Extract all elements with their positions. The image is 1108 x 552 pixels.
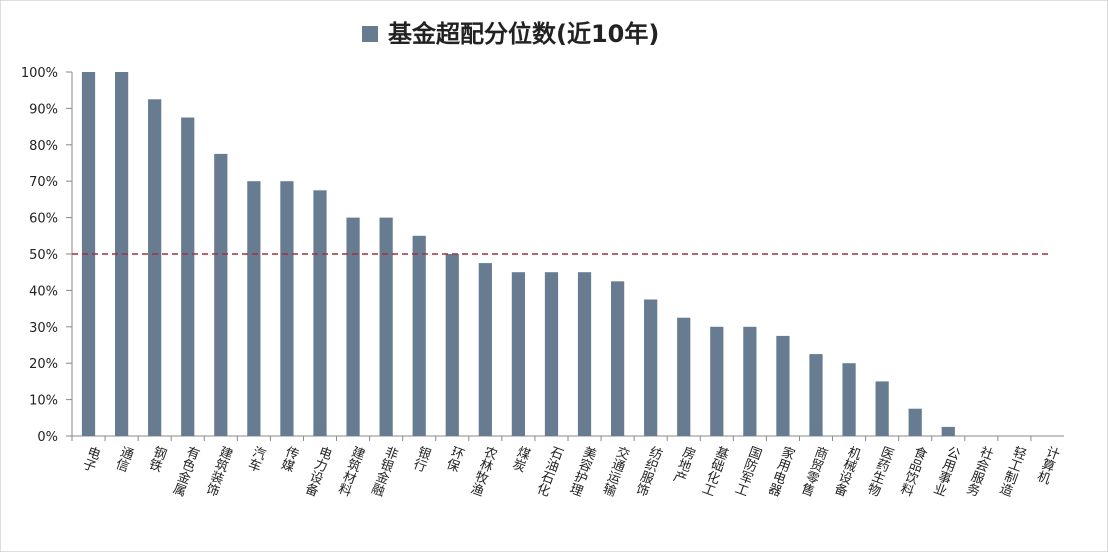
legend-label: 基金超配分位数(近10年) bbox=[388, 20, 659, 48]
y-tick-label: 20% bbox=[29, 357, 58, 372]
bar bbox=[445, 254, 459, 436]
bar bbox=[941, 426, 955, 436]
y-tick-label: 70% bbox=[29, 175, 58, 190]
bar bbox=[114, 72, 129, 436]
bar bbox=[280, 181, 294, 436]
bar bbox=[511, 272, 526, 436]
bar bbox=[677, 317, 691, 436]
y-tick-label: 10% bbox=[29, 394, 58, 409]
bar bbox=[908, 408, 922, 436]
y-tick-label: 50% bbox=[29, 248, 58, 263]
bar bbox=[214, 153, 228, 436]
bar bbox=[181, 117, 195, 436]
bar bbox=[346, 217, 360, 436]
bar bbox=[412, 235, 426, 436]
legend-swatch bbox=[362, 26, 378, 42]
bar bbox=[81, 72, 96, 436]
bar bbox=[809, 354, 823, 436]
bar bbox=[544, 272, 559, 436]
y-tick-label: 30% bbox=[29, 321, 58, 336]
y-tick-label: 100% bbox=[21, 66, 58, 81]
y-tick-label: 80% bbox=[29, 139, 58, 154]
y-tick-label: 40% bbox=[29, 284, 58, 299]
bar bbox=[776, 335, 790, 436]
bar bbox=[875, 381, 889, 436]
y-tick-label: 0% bbox=[37, 430, 58, 445]
bar bbox=[644, 299, 658, 436]
y-tick-label: 90% bbox=[29, 102, 58, 117]
bar bbox=[710, 326, 724, 436]
y-tick-label: 60% bbox=[29, 212, 58, 227]
bar bbox=[379, 217, 393, 436]
bar bbox=[247, 181, 261, 436]
bar bbox=[842, 363, 856, 436]
bar bbox=[743, 326, 757, 436]
bar bbox=[577, 272, 592, 436]
bar bbox=[313, 190, 327, 436]
bar bbox=[610, 281, 625, 436]
bar bbox=[148, 99, 162, 437]
bar bbox=[478, 263, 492, 436]
